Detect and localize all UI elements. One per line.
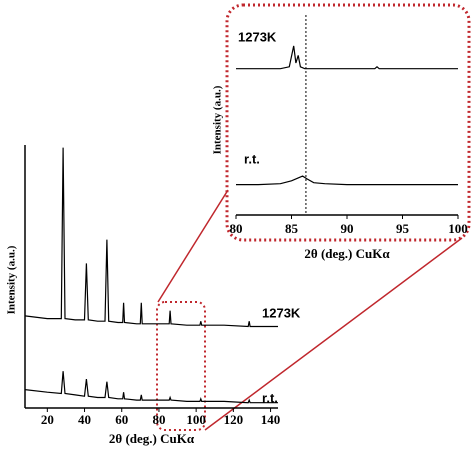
- x-tick-label: 100: [186, 412, 206, 427]
- x-axis-label: 2θ (deg.) CuKα: [109, 431, 195, 446]
- zoom-connector: [157, 189, 229, 303]
- series-label: r.t.: [244, 151, 260, 166]
- x-tick-label: 60: [115, 412, 128, 427]
- series-label: r.t.: [262, 390, 278, 405]
- x-axis-label: 2θ (deg.) CuKα: [304, 246, 390, 261]
- series-label: 1273K: [262, 305, 301, 320]
- zoom-connector: [204, 237, 463, 431]
- x-tick-label: 80: [152, 412, 165, 427]
- x-tick-label: 95: [396, 221, 410, 236]
- pattern-line: [236, 45, 458, 70]
- x-tick-label: 140: [261, 412, 281, 427]
- inset-frame: [225, 3, 471, 242]
- pattern-line: [24, 147, 278, 328]
- x-tick-label: 20: [41, 412, 54, 427]
- y-axis-label: Intensity (a.u.): [212, 85, 224, 154]
- x-tick-label: 120: [224, 412, 244, 427]
- x-tick-label: 40: [78, 412, 91, 427]
- y-axis-label: Intensity (a.u.): [6, 245, 18, 314]
- zoom-box: [156, 301, 206, 431]
- x-tick-label: 90: [341, 221, 354, 236]
- pattern-line: [236, 175, 458, 186]
- pattern-line: [24, 371, 278, 404]
- x-tick-label: 80: [230, 221, 243, 236]
- x-tick-label: 100: [448, 221, 468, 236]
- series-label: 1273K: [238, 29, 277, 44]
- x-tick-label: 85: [285, 221, 299, 236]
